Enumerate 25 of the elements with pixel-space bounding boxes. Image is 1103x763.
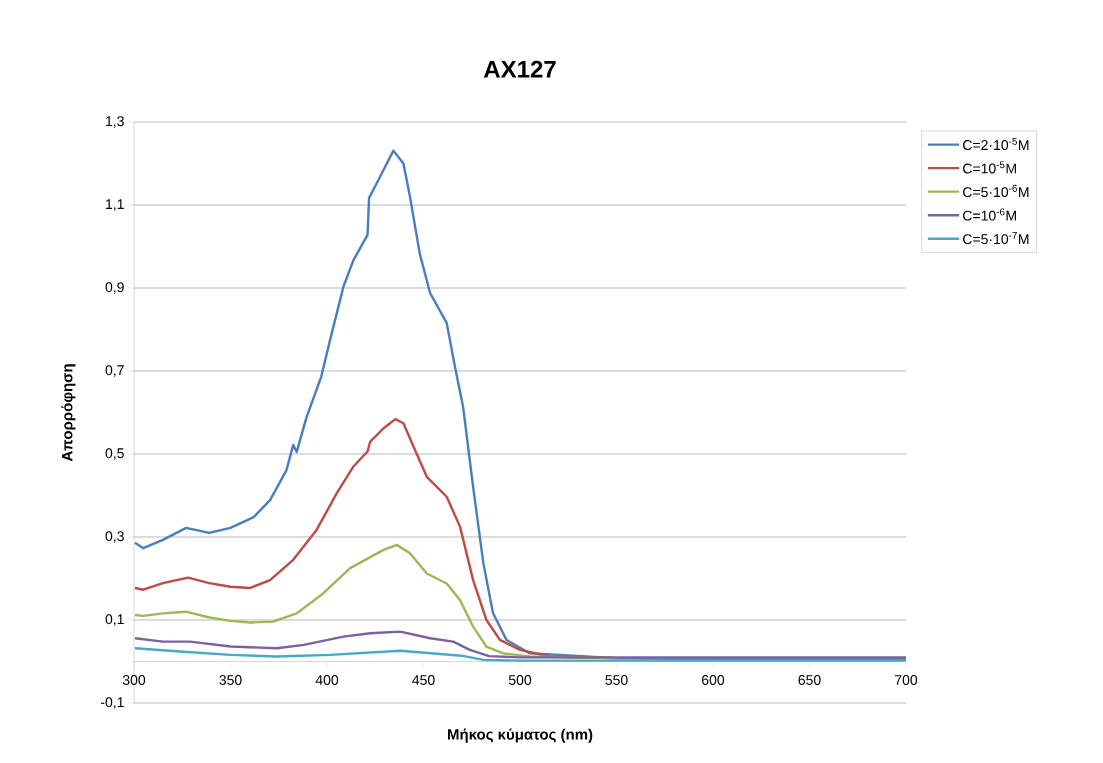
y-tick-label: 0,3	[105, 531, 124, 543]
x-tick-label: 450	[412, 675, 435, 685]
y-tick-label: 0,9	[105, 282, 124, 294]
x-tick-label: 350	[219, 675, 242, 685]
x-tick-label: 300	[122, 675, 146, 685]
legend-label: C=5·10$^{-6}$M	[963, 184, 1029, 198]
chart-title: AX127	[483, 60, 556, 78]
y-axis-title: Απορρόφηση	[61, 364, 76, 462]
x-tick-label: 550	[605, 675, 628, 685]
y-tick-label: 1,3	[106, 116, 124, 128]
x-tick-label: 400	[315, 675, 339, 685]
legend-label: C=10$^{-5}$M	[963, 161, 1016, 174]
y-tick-label: 0,1	[105, 614, 124, 626]
x-tick-label: 500	[508, 675, 532, 685]
y-tick-label: 1,1	[106, 199, 124, 211]
legend-label: C=5·10$^{-7}$M	[963, 231, 1029, 245]
y-tick-label: -0,1	[100, 697, 124, 709]
y-tick-label: 0,7	[105, 365, 124, 377]
y-tick-label: 0,5	[105, 448, 124, 460]
legend-label: C=2·10$^{-5}$M	[963, 137, 1029, 151]
x-tick-label: 650	[798, 675, 821, 685]
x-tick-label: 700	[895, 675, 918, 685]
legend-label: C=10$^{-6}$M	[963, 208, 1016, 221]
x-axis-title: Μήκος κύματος (nm)	[447, 728, 593, 743]
x-tick-label: 600	[702, 675, 725, 685]
